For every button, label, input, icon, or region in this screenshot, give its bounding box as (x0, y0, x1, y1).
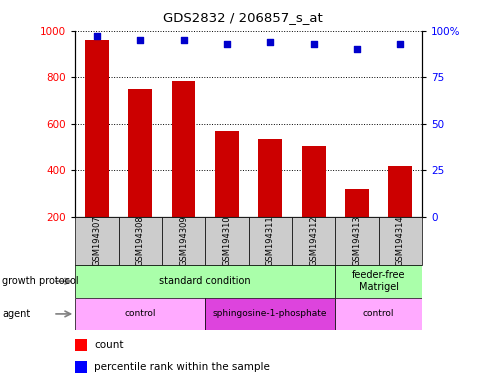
Text: GSM194309: GSM194309 (179, 216, 188, 266)
Text: sphingosine-1-phosphate: sphingosine-1-phosphate (212, 310, 327, 318)
Bar (171, 81, 195, 217)
Bar (344, 189, 368, 217)
Text: GSM194312: GSM194312 (308, 216, 318, 266)
Bar (85, 40, 108, 217)
Bar (128, 89, 152, 217)
Point (266, 39, 273, 45)
Point (179, 37, 187, 43)
Text: control: control (124, 310, 156, 318)
Text: count: count (94, 340, 123, 350)
Point (395, 41, 403, 47)
Bar (388, 166, 411, 217)
Bar (301, 146, 325, 217)
Text: GSM194307: GSM194307 (92, 215, 101, 266)
Point (309, 41, 317, 47)
Bar (258, 139, 282, 217)
Text: GSM194310: GSM194310 (222, 216, 231, 266)
Bar (75, 217, 118, 265)
Bar (214, 131, 238, 217)
Point (136, 37, 144, 43)
Bar (334, 298, 421, 330)
Text: GSM194314: GSM194314 (395, 216, 404, 266)
Text: standard condition: standard condition (159, 276, 251, 286)
Bar (75, 339, 87, 351)
Bar (378, 217, 421, 265)
Text: agent: agent (2, 309, 30, 319)
Text: control: control (362, 310, 393, 318)
Bar (334, 265, 421, 298)
Bar (75, 265, 334, 298)
Text: feeder-free
Matrigel: feeder-free Matrigel (351, 270, 405, 292)
Bar (291, 217, 334, 265)
Text: growth protocol: growth protocol (2, 276, 79, 286)
Point (93, 33, 101, 40)
Bar (334, 217, 378, 265)
Bar (205, 298, 334, 330)
Bar (248, 217, 291, 265)
Bar (75, 298, 205, 330)
Point (223, 41, 230, 47)
Text: percentile rank within the sample: percentile rank within the sample (94, 362, 270, 372)
Text: GSM194311: GSM194311 (265, 216, 274, 266)
Text: GSM194308: GSM194308 (136, 215, 144, 266)
Text: GDS2832 / 206857_s_at: GDS2832 / 206857_s_at (162, 12, 322, 25)
Text: GSM194313: GSM194313 (352, 215, 361, 266)
Point (352, 46, 360, 52)
Bar (162, 217, 205, 265)
Bar (118, 217, 162, 265)
Bar (75, 361, 87, 373)
Bar (205, 217, 248, 265)
